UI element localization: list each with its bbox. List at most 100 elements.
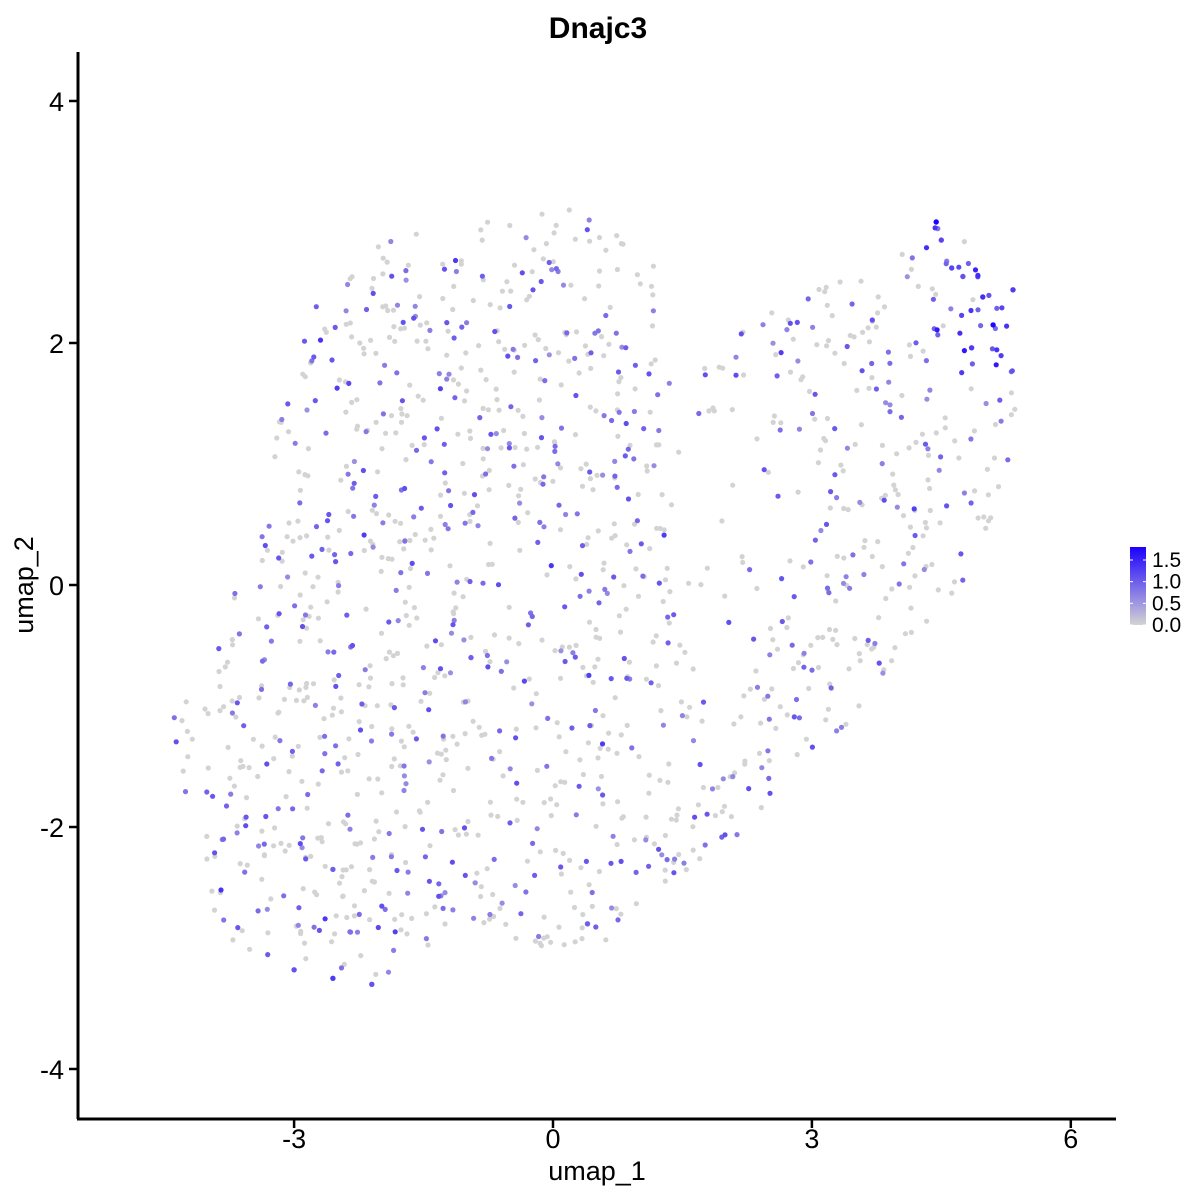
cell-point <box>777 427 783 433</box>
cell-point <box>171 715 177 721</box>
cell-point <box>282 848 288 854</box>
cell-point <box>700 784 707 791</box>
cell-point <box>558 779 564 785</box>
cell-point <box>388 854 394 860</box>
cell-point <box>341 961 347 968</box>
cell-point <box>552 783 558 789</box>
cell-point <box>972 488 978 494</box>
cell-point <box>492 328 498 335</box>
cell-point <box>338 709 344 715</box>
cell-point <box>460 594 466 600</box>
cell-point <box>844 445 851 451</box>
cell-point <box>578 571 584 577</box>
cell-point <box>421 442 427 448</box>
cell-point <box>563 511 569 518</box>
cell-point <box>583 461 589 467</box>
cell-point <box>312 702 318 709</box>
cell-point <box>671 612 677 618</box>
y-ticks: -4 -2 0 2 4 <box>40 87 78 1085</box>
cell-point <box>475 523 481 529</box>
cell-point <box>399 398 405 404</box>
cell-point <box>558 382 564 388</box>
cell-point <box>427 843 433 849</box>
cell-point <box>520 799 526 805</box>
cell-point <box>343 463 349 469</box>
cell-point <box>892 487 899 493</box>
cell-point <box>959 312 965 318</box>
cell-point <box>794 319 800 325</box>
cell-point <box>487 302 493 308</box>
cell-point <box>265 952 271 958</box>
cell-point <box>719 809 725 815</box>
cell-point <box>259 557 265 564</box>
cell-point <box>778 420 784 426</box>
cell-point <box>405 890 411 896</box>
cell-point <box>530 287 536 293</box>
cell-point <box>271 843 277 849</box>
cell-point <box>494 397 500 403</box>
cell-point <box>600 792 606 798</box>
cell-point <box>415 393 421 399</box>
cell-point <box>442 521 448 528</box>
cell-point <box>300 886 306 892</box>
cell-point <box>485 664 491 670</box>
cell-point <box>537 519 543 526</box>
cell-point-high <box>980 294 986 300</box>
cell-point <box>823 717 829 723</box>
cell-point <box>710 405 716 411</box>
cell-point <box>573 392 579 399</box>
cell-point <box>784 712 790 718</box>
cell-point <box>809 667 815 673</box>
cell-point <box>873 324 879 330</box>
cell-point <box>231 783 237 789</box>
cell-point <box>440 772 446 778</box>
cell-point <box>712 813 719 819</box>
cell-point <box>847 332 853 339</box>
cell-point <box>846 666 852 672</box>
cell-point <box>684 714 690 720</box>
cell-point <box>699 718 705 724</box>
cell-point <box>442 480 448 486</box>
cell-point <box>586 672 592 679</box>
cell-point <box>661 527 667 533</box>
cell-point <box>548 796 554 802</box>
y-axis-title: umap_2 <box>9 536 39 634</box>
cell-point <box>517 500 523 506</box>
cell-point <box>929 561 935 568</box>
cell-point <box>511 262 518 268</box>
cell-point <box>378 568 384 575</box>
cell-point <box>661 532 667 538</box>
cell-point <box>301 338 308 344</box>
cell-point <box>539 211 545 217</box>
cell-point <box>784 624 790 631</box>
cell-point <box>834 642 840 648</box>
cell-point <box>608 676 614 682</box>
cell-point <box>403 781 409 787</box>
cell-point <box>657 525 663 532</box>
cell-point <box>650 263 657 269</box>
cell-point <box>524 858 531 864</box>
cell-point <box>614 233 620 239</box>
cell-point <box>388 238 394 245</box>
cell-point <box>401 546 407 552</box>
cell-point <box>286 769 292 775</box>
cell-point <box>847 585 853 591</box>
cell-point <box>579 483 586 489</box>
cell-point <box>801 664 807 670</box>
cell-point <box>765 469 772 475</box>
cell-point <box>502 346 508 352</box>
cell-point <box>284 534 290 540</box>
cell-point <box>519 270 525 276</box>
cell-point <box>276 555 282 561</box>
cell-point <box>394 650 401 657</box>
cell-point <box>476 343 482 349</box>
cell-point <box>553 847 559 854</box>
cell-point <box>411 605 417 611</box>
cell-point <box>796 426 803 432</box>
cell-point <box>453 268 459 275</box>
cell-point <box>692 814 698 820</box>
cell-point <box>523 235 529 241</box>
cell-point <box>555 461 561 467</box>
cell-point <box>375 776 381 782</box>
cell-point <box>948 306 954 312</box>
